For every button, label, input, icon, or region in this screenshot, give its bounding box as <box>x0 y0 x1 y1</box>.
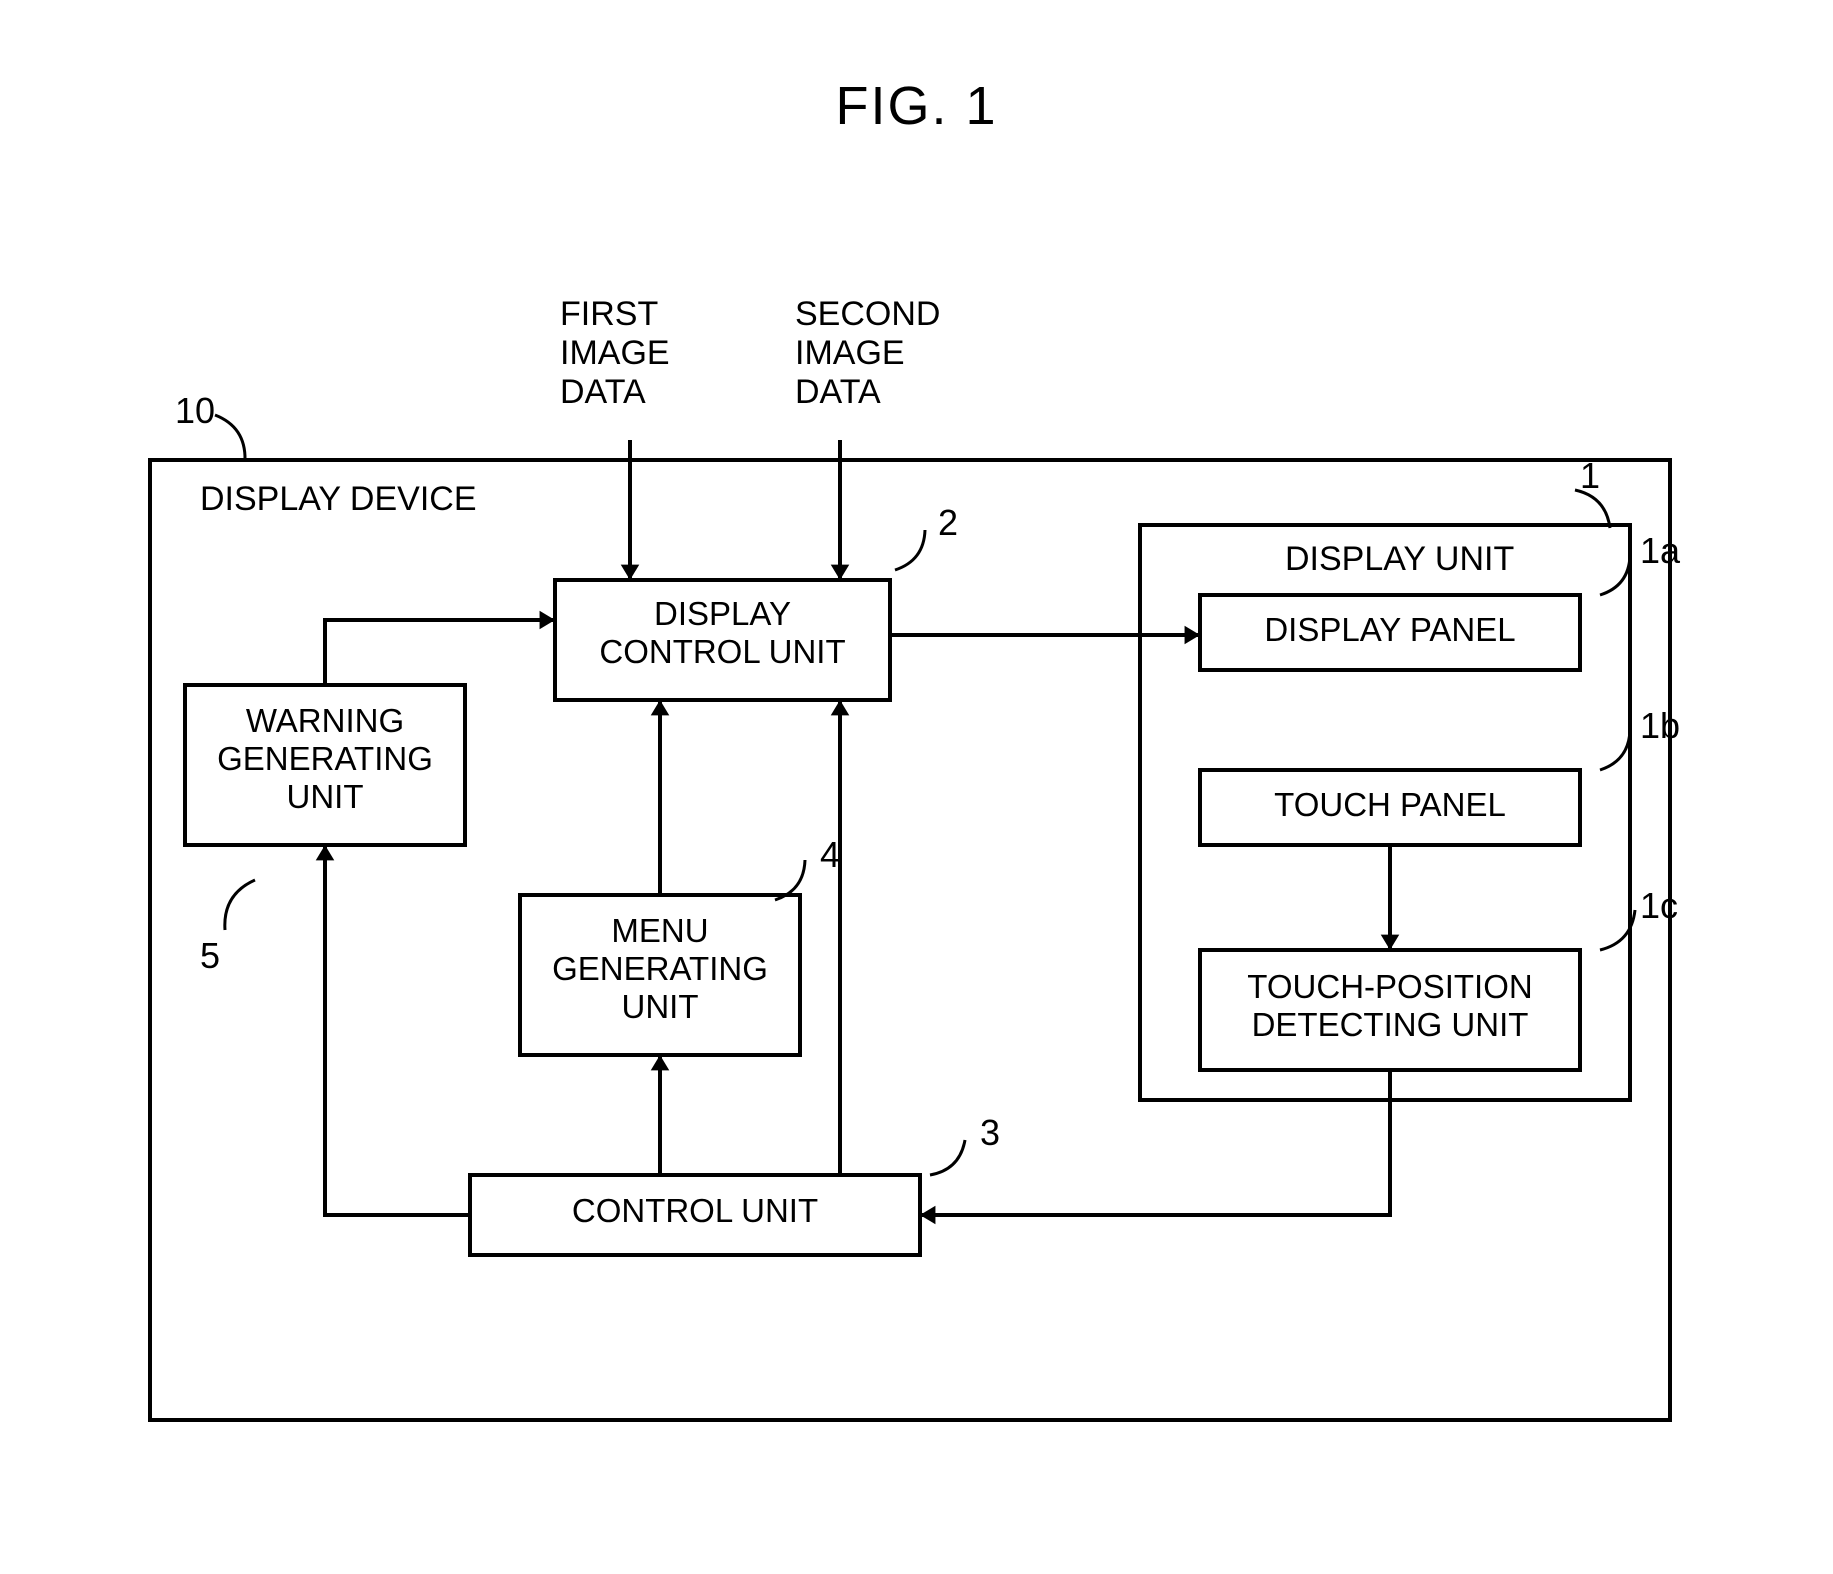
arrowhead <box>621 565 640 580</box>
node-warning-label: WARNING GENERATING UNIT <box>185 702 465 816</box>
arrowhead <box>651 1055 670 1070</box>
ref-2: 2 <box>938 502 958 543</box>
ref-5: 5 <box>200 935 220 976</box>
node-menu-label: MENU GENERATING UNIT <box>520 912 800 1026</box>
ref-10: 10 <box>175 390 215 431</box>
node-touch-detect-label: TOUCH-POSITION DETECTING UNIT <box>1200 968 1580 1044</box>
device-box <box>150 460 1670 1420</box>
device-label: DISPLAY DEVICE <box>200 480 477 519</box>
arrowhead <box>831 565 850 580</box>
node-display-panel-label: DISPLAY PANEL <box>1200 611 1580 649</box>
arrowhead <box>1185 626 1200 645</box>
display-unit-label: DISPLAY UNIT <box>1285 540 1514 579</box>
node-display-control-label: DISPLAY CONTROL UNIT <box>555 595 890 671</box>
figure-title: FIG. 1 <box>0 75 1833 137</box>
arrowhead <box>651 700 670 715</box>
arrowhead <box>920 1206 935 1225</box>
ref-1c: 1c <box>1640 885 1678 926</box>
node-touch-panel-label: TOUCH PANEL <box>1200 786 1580 824</box>
arrowhead <box>540 611 555 630</box>
ref-1b: 1b <box>1640 705 1680 746</box>
lead-ref_3 <box>930 1140 965 1175</box>
node-control-label: CONTROL UNIT <box>470 1192 920 1230</box>
figure-canvas: FIG. 1 FIRST IMAGE DATA SECOND IMAGE DAT… <box>0 0 1833 1574</box>
lead-ref_2 <box>895 530 925 570</box>
lead-ref_10 <box>215 415 245 460</box>
ref-4: 4 <box>820 834 840 875</box>
input-second-label: SECOND IMAGE DATA <box>795 295 940 412</box>
lead-ref_5 <box>225 880 255 930</box>
ref-1a: 1a <box>1640 530 1680 571</box>
input-first-label: FIRST IMAGE DATA <box>560 295 670 412</box>
edge-warning-to-display_control <box>325 620 555 685</box>
ref-3: 3 <box>980 1112 1000 1153</box>
lead-ref_1a <box>1600 556 1630 595</box>
arrowhead <box>831 700 850 715</box>
arrowhead <box>316 845 335 860</box>
ref-1: 1 <box>1580 455 1600 496</box>
lead-ref_1b <box>1600 730 1630 770</box>
edge-control-to-warning <box>325 845 470 1215</box>
arrowhead <box>1381 935 1400 950</box>
